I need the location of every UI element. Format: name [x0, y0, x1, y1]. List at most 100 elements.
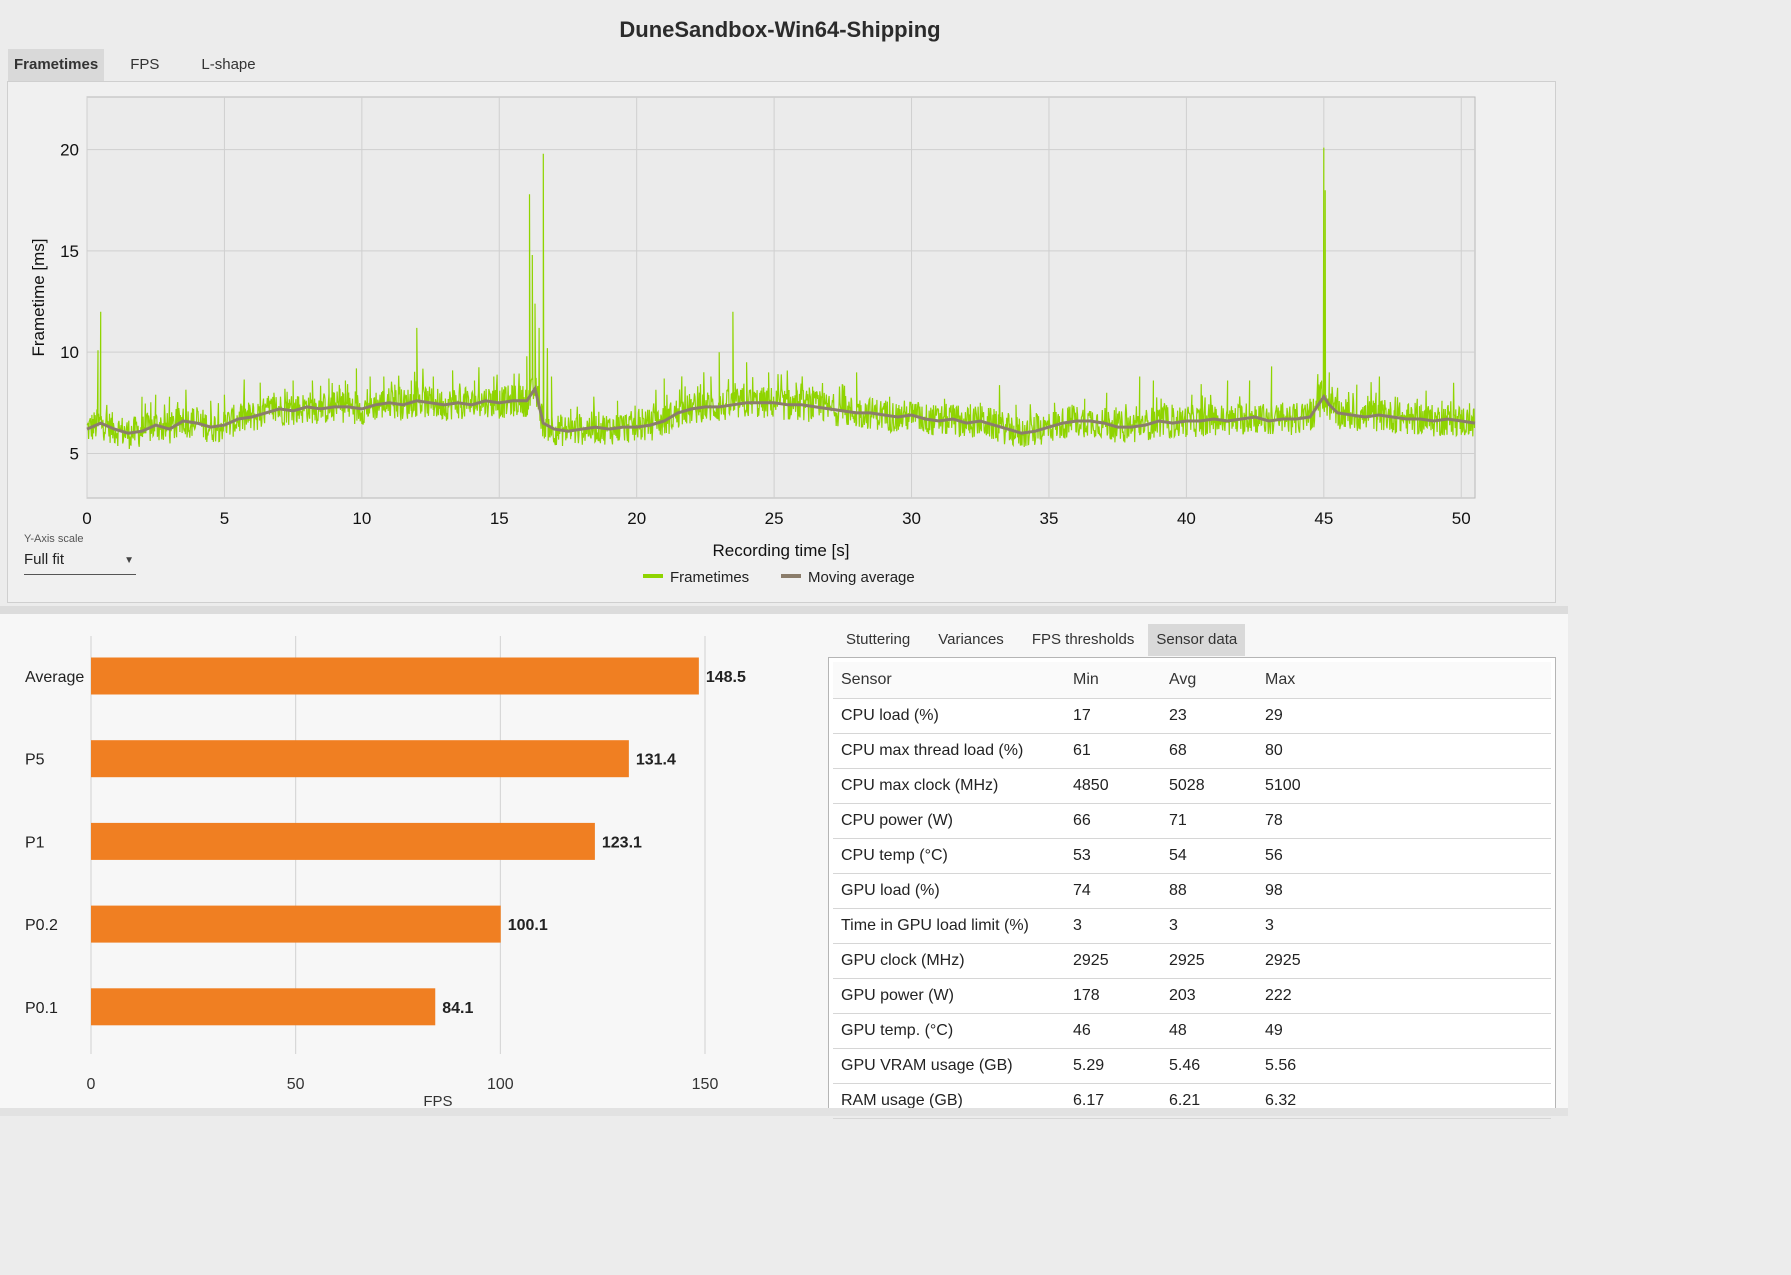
bar-x-axis-label: FPS — [423, 1093, 452, 1108]
bar — [91, 740, 629, 778]
col-min[interactable]: Min — [1072, 662, 1168, 699]
sensor-max: 80 — [1264, 733, 1551, 769]
table-row[interactable]: GPU clock (MHz) 2925 2925 2925 — [833, 943, 1551, 979]
tab-fps-thresholds[interactable]: FPS thresholds — [1031, 631, 1135, 648]
bar-category-label: P0.2 — [25, 917, 58, 934]
y-tick-label: 15 — [60, 242, 79, 261]
x-tick-label: 30 — [902, 509, 921, 528]
tab-l-shape[interactable]: L-shape — [201, 56, 256, 73]
table-row[interactable]: CPU temp (°C) 53 54 56 — [833, 838, 1551, 874]
sensor-name: CPU max thread load (%) — [833, 733, 1072, 769]
sensor-max: 78 — [1264, 803, 1551, 839]
table-row[interactable]: CPU load (%) 17 23 29 — [833, 698, 1551, 734]
sensor-name: Time in GPU load limit (%) — [833, 908, 1072, 944]
panel-splitter[interactable] — [0, 606, 1568, 614]
x-tick-label: 15 — [490, 509, 509, 528]
y-axis-scale-label: Y-Axis scale — [24, 533, 84, 545]
sensor-avg: 2925 — [1168, 943, 1264, 979]
sensor-name: CPU temp (°C) — [833, 838, 1072, 874]
sensor-avg: 48 — [1168, 1013, 1264, 1049]
status-strip — [0, 1108, 1568, 1116]
window-title: DuneSandbox-Win64-Shipping — [619, 17, 941, 42]
sensor-avg: 71 — [1168, 803, 1264, 839]
analysis-tabs: Stuttering Variances FPS thresholds Sens… — [832, 624, 1246, 656]
table-row[interactable]: GPU temp. (°C) 46 48 49 — [833, 1013, 1551, 1049]
sensor-min: 5.29 — [1072, 1048, 1168, 1084]
tab-sensor-data[interactable]: Sensor data — [1148, 624, 1246, 656]
bar — [91, 905, 501, 943]
sensor-min: 3 — [1072, 908, 1168, 944]
sensor-avg: 5028 — [1168, 768, 1264, 804]
col-max[interactable]: Max — [1264, 662, 1551, 699]
sensor-max: 5100 — [1264, 768, 1551, 804]
sensor-name: CPU max clock (MHz) — [833, 768, 1072, 804]
sensor-min: 74 — [1072, 873, 1168, 909]
sensor-avg: 88 — [1168, 873, 1264, 909]
sensor-name: GPU VRAM usage (GB) — [833, 1048, 1072, 1084]
grid — [86, 97, 1475, 498]
sensor-name: GPU temp. (°C) — [833, 1013, 1072, 1049]
sensor-max: 98 — [1264, 873, 1551, 909]
bars: Average 148.5 P5 131.4 P1 123.1 P0.2 100.1 P0.1 8… — [25, 657, 746, 1026]
sensor-max: 56 — [1264, 838, 1551, 874]
sensor-min: 53 — [1072, 838, 1168, 874]
sensor-max: 2925 — [1264, 943, 1551, 979]
sensor-min: 61 — [1072, 733, 1168, 769]
bar-axis-ticks: 0 50 100 150 — [87, 1076, 719, 1093]
sensor-min: 66 — [1072, 803, 1168, 839]
sensor-min: 2925 — [1072, 943, 1168, 979]
col-sensor[interactable]: Sensor — [833, 662, 1072, 699]
moving-average-line — [86, 384, 1476, 435]
table-row[interactable]: GPU load (%) 74 88 98 — [833, 873, 1551, 909]
table-row[interactable]: CPU max thread load (%) 61 68 80 — [833, 733, 1551, 769]
chart-tabs: Frametimes FPS L-shape — [8, 49, 272, 81]
tab-stuttering[interactable]: Stuttering — [846, 631, 911, 648]
x-tick-label: 5 — [220, 509, 229, 528]
sensor-name: GPU clock (MHz) — [833, 943, 1072, 979]
x-tick-label: 40 — [1177, 509, 1196, 528]
bar-category-label: P1 — [25, 834, 45, 851]
sensor-min: 46 — [1072, 1013, 1168, 1049]
sensor-avg: 54 — [1168, 838, 1264, 874]
axis-ticks: 0 5 10 15 20 25 30 35 40 45 50 5 10 15 20 — [60, 141, 1471, 528]
x-tick-label: 45 — [1314, 509, 1333, 528]
table-row[interactable]: GPU VRAM usage (GB) 5.29 5.46 5.56 — [833, 1048, 1551, 1084]
bar-category-label: Average — [25, 669, 84, 686]
plot-area — [86, 96, 1476, 499]
sensor-table-header: Sensor Min Avg Max — [833, 662, 1551, 699]
legend: Frametimes Moving average — [643, 569, 915, 586]
legend-frametimes-swatch — [643, 574, 663, 578]
x-axis-label: Recording time [s] — [713, 541, 850, 560]
bar-value-label: 100.1 — [508, 917, 548, 934]
sensor-avg: 5.46 — [1168, 1048, 1264, 1084]
col-avg[interactable]: Avg — [1168, 662, 1264, 699]
sensor-max: 5.56 — [1264, 1048, 1551, 1084]
bar-value-label: 148.5 — [706, 669, 746, 686]
sensor-min: 4850 — [1072, 768, 1168, 804]
sensor-avg: 23 — [1168, 698, 1264, 734]
sensor-avg: 68 — [1168, 733, 1264, 769]
sensor-data-panel: Sensor Min Avg Max CPU load (%) 17 23 29 CP… — [828, 657, 1556, 1119]
table-row[interactable]: GPU power (W) 178 203 222 — [833, 978, 1551, 1014]
bar-x-tick-label: 100 — [487, 1076, 514, 1093]
bar-x-tick-label: 150 — [692, 1076, 719, 1093]
sensor-max: 29 — [1264, 698, 1551, 734]
x-tick-label: 10 — [352, 509, 371, 528]
table-row[interactable]: CPU power (W) 66 71 78 — [833, 803, 1551, 839]
bar-value-label: 123.1 — [602, 834, 642, 851]
tab-variances[interactable]: Variances — [938, 631, 1004, 648]
bar-value-label: 84.1 — [442, 1000, 473, 1017]
x-tick-label: 35 — [1040, 509, 1059, 528]
bar — [91, 988, 436, 1026]
legend-moving-average-label: Moving average — [808, 569, 915, 586]
legend-frametimes-label: Frametimes — [670, 569, 749, 586]
sensor-name: CPU load (%) — [833, 698, 1072, 734]
tab-frametimes[interactable]: Frametimes — [8, 49, 105, 81]
table-row[interactable]: CPU max clock (MHz) 4850 5028 5100 — [833, 768, 1551, 804]
y-axis-scale-dropdown[interactable]: Full fit ▼ — [24, 551, 136, 575]
tab-fps[interactable]: FPS — [130, 56, 160, 73]
table-row[interactable]: Time in GPU load limit (%) 3 3 3 — [833, 908, 1551, 944]
bar-category-label: P0.1 — [25, 1000, 58, 1017]
bar-x-tick-label: 0 — [87, 1076, 96, 1093]
sensor-name: GPU power (W) — [833, 978, 1072, 1014]
